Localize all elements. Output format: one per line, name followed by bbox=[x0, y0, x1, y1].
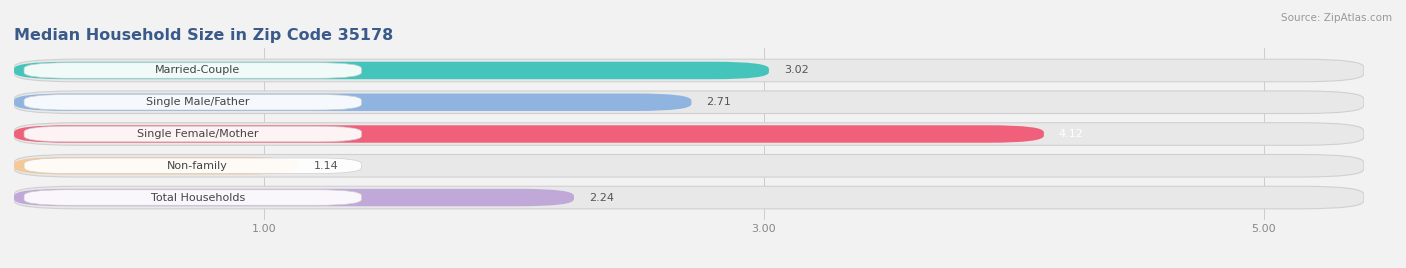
Text: Total Households: Total Households bbox=[150, 192, 245, 203]
FancyBboxPatch shape bbox=[24, 126, 361, 142]
FancyBboxPatch shape bbox=[14, 189, 574, 206]
FancyBboxPatch shape bbox=[14, 59, 1364, 82]
Text: Married-Couple: Married-Couple bbox=[155, 65, 240, 76]
FancyBboxPatch shape bbox=[14, 157, 299, 174]
FancyBboxPatch shape bbox=[14, 94, 692, 111]
FancyBboxPatch shape bbox=[24, 190, 361, 205]
Text: 2.24: 2.24 bbox=[589, 192, 614, 203]
FancyBboxPatch shape bbox=[14, 154, 1364, 177]
Text: 4.12: 4.12 bbox=[1059, 129, 1084, 139]
Text: Single Female/Mother: Single Female/Mother bbox=[136, 129, 259, 139]
Text: Single Male/Father: Single Male/Father bbox=[146, 97, 249, 107]
Text: Median Household Size in Zip Code 35178: Median Household Size in Zip Code 35178 bbox=[14, 28, 394, 43]
Text: 1.14: 1.14 bbox=[314, 161, 339, 171]
FancyBboxPatch shape bbox=[24, 94, 361, 110]
FancyBboxPatch shape bbox=[24, 158, 361, 174]
Text: 3.02: 3.02 bbox=[785, 65, 808, 76]
Text: 2.71: 2.71 bbox=[706, 97, 731, 107]
FancyBboxPatch shape bbox=[14, 186, 1364, 209]
FancyBboxPatch shape bbox=[14, 91, 1364, 114]
Text: Source: ZipAtlas.com: Source: ZipAtlas.com bbox=[1281, 13, 1392, 23]
FancyBboxPatch shape bbox=[14, 62, 769, 79]
Text: Non-family: Non-family bbox=[167, 161, 228, 171]
FancyBboxPatch shape bbox=[14, 123, 1364, 145]
FancyBboxPatch shape bbox=[24, 63, 361, 78]
FancyBboxPatch shape bbox=[14, 125, 1043, 143]
